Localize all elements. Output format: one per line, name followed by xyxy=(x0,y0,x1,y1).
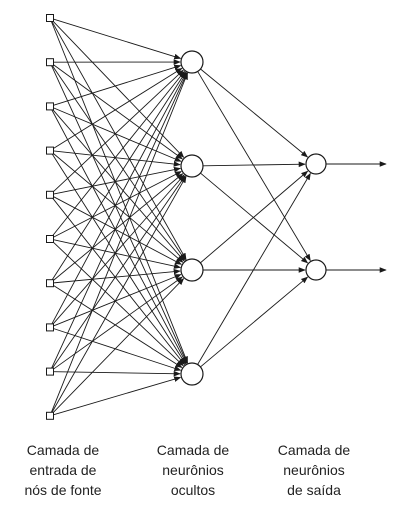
input-to-hidden-connections xyxy=(50,18,188,416)
edge-input-1-to-hidden-2 xyxy=(52,20,185,158)
edge-input-8-to-hidden-3 xyxy=(53,274,182,327)
edge-input-10-to-hidden-3 xyxy=(52,278,185,414)
edge-input-5-to-hidden-3 xyxy=(52,196,183,265)
edge-hidden-3-to-output-1 xyxy=(200,170,309,264)
edge-hidden-1-to-output-2 xyxy=(197,71,311,262)
hidden-neuron-1 xyxy=(180,50,204,74)
edge-input-6-to-hidden-2 xyxy=(52,171,182,238)
hidden-to-output-connections xyxy=(197,68,311,368)
input-layer-nodes xyxy=(46,14,54,420)
edge-input-3-to-hidden-3 xyxy=(51,108,185,262)
edge-hidden-2-to-output-2 xyxy=(200,172,309,264)
edge-input-8-to-hidden-4 xyxy=(53,328,182,371)
output-neuron-2 xyxy=(305,259,327,281)
edge-input-2-to-hidden-3 xyxy=(51,64,186,261)
edge-input-7-to-hidden-3 xyxy=(53,268,181,284)
hidden-neuron-3 xyxy=(180,258,204,282)
edge-hidden-4-to-output-2 xyxy=(200,276,309,368)
hidden-layer-caption: Camada de neurônios ocultos xyxy=(156,442,230,498)
edge-input-5-to-hidden-4 xyxy=(51,197,185,366)
source-node-3 xyxy=(46,102,54,111)
edge-input-2-to-hidden-2 xyxy=(52,63,183,160)
edge-input-1-to-hidden-1 xyxy=(53,18,182,60)
edge-input-3-to-hidden-2 xyxy=(53,107,182,162)
source-node-5 xyxy=(46,190,54,199)
edge-input-9-to-hidden-1 xyxy=(51,72,188,369)
edge-hidden-4-to-output-1 xyxy=(197,172,311,365)
edge-input-1-to-hidden-3 xyxy=(51,20,187,261)
edge-input-5-to-hidden-1 xyxy=(52,69,184,193)
edge-input-10-to-hidden-2 xyxy=(51,175,187,413)
edge-input-7-to-hidden-1 xyxy=(51,71,186,281)
hidden-neuron-2 xyxy=(180,154,204,178)
edge-input-1-to-hidden-4 xyxy=(50,21,188,364)
edge-input-4-to-hidden-3 xyxy=(52,152,184,263)
edge-input-5-to-hidden-2 xyxy=(53,166,181,195)
source-node-10 xyxy=(46,411,54,420)
output-arrows xyxy=(326,161,387,273)
input-layer-caption: Camada de entrada de nós de fonte xyxy=(24,442,102,498)
output-neuron-1 xyxy=(305,153,327,175)
edge-input-7-to-hidden-2 xyxy=(52,173,184,282)
edge-input-3-to-hidden-4 xyxy=(51,109,187,365)
hidden-neuron-4 xyxy=(180,362,204,386)
edge-input-4-to-hidden-1 xyxy=(52,67,183,150)
edge-input-8-to-hidden-2 xyxy=(51,174,185,326)
source-node-6 xyxy=(46,235,54,243)
edge-input-10-to-hidden-4 xyxy=(53,376,182,416)
edge-hidden-2-to-output-1 xyxy=(202,161,306,168)
source-node-2 xyxy=(46,58,54,67)
edge-input-9-to-hidden-4 xyxy=(53,370,181,377)
source-node-4 xyxy=(46,146,54,155)
edge-input-4-to-hidden-4 xyxy=(51,153,186,365)
edge-input-6-to-hidden-1 xyxy=(51,70,185,237)
edge-input-8-to-hidden-1 xyxy=(51,71,187,325)
edge-hidden-1-to-output-1 xyxy=(200,68,309,158)
hidden-layer-nodes xyxy=(180,50,204,386)
edge-input-6-to-hidden-4 xyxy=(52,241,184,367)
source-node-8 xyxy=(46,323,54,332)
edge-input-2-to-hidden-4 xyxy=(51,65,188,364)
edge-input-10-to-hidden-1 xyxy=(50,72,188,413)
edge-input-7-to-hidden-4 xyxy=(52,284,183,368)
edge-input-4-to-hidden-2 xyxy=(53,150,181,167)
source-node-9 xyxy=(46,367,54,376)
source-node-7 xyxy=(46,279,54,288)
edge-input-3-to-hidden-1 xyxy=(53,64,182,106)
edge-input-9-to-hidden-2 xyxy=(51,175,186,369)
output-layer-nodes xyxy=(305,153,327,281)
output-layer-caption: Camada de neurônios de saída xyxy=(277,442,351,498)
source-node-1 xyxy=(46,14,54,22)
